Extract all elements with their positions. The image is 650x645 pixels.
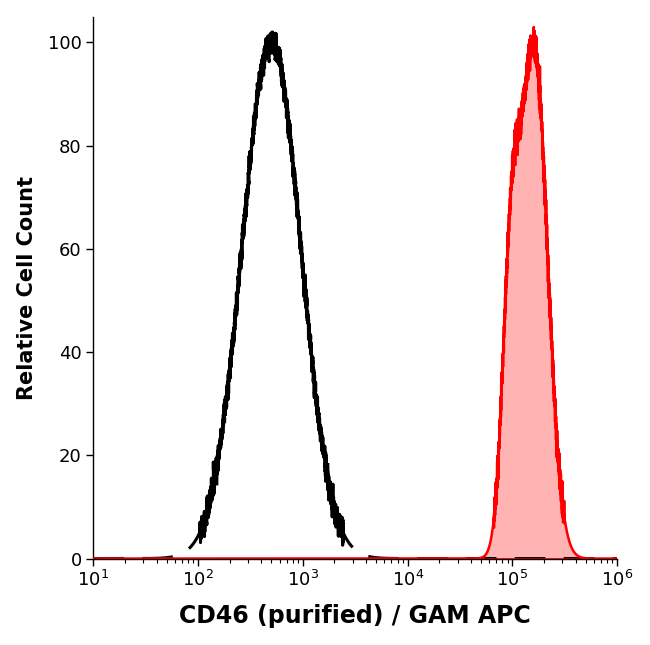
Y-axis label: Relative Cell Count: Relative Cell Count [17,175,36,400]
X-axis label: CD46 (purified) / GAM APC: CD46 (purified) / GAM APC [179,604,531,628]
